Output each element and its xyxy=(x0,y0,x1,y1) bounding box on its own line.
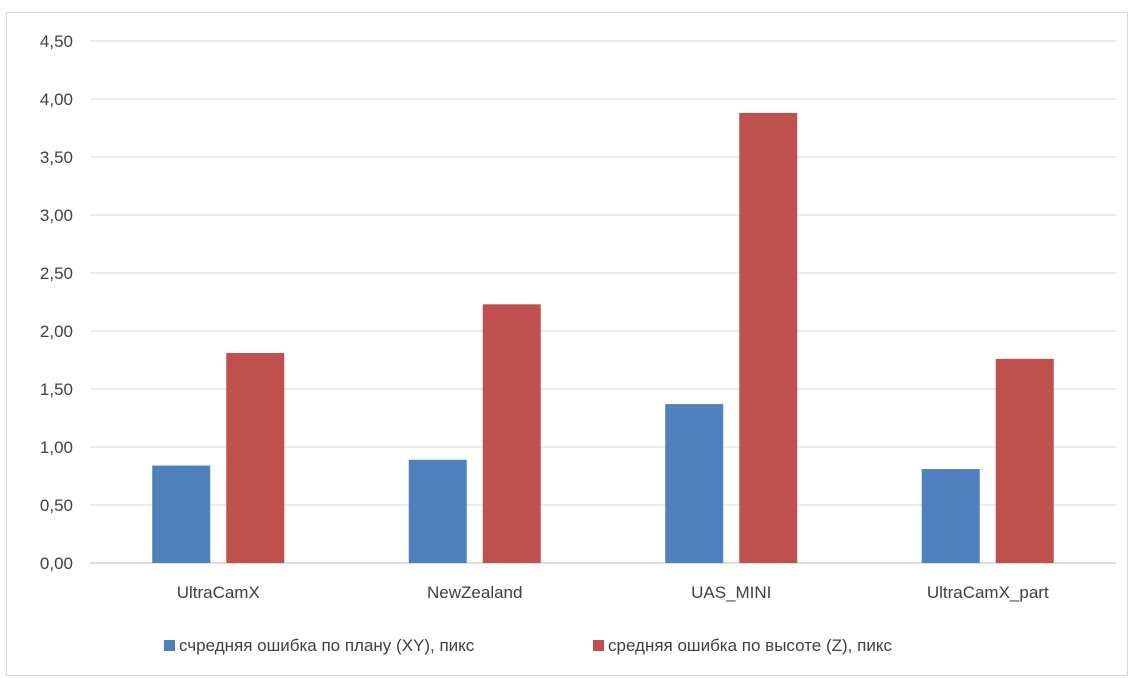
x-tick-label: NewZealand xyxy=(427,583,522,602)
y-tick-label: 3,50 xyxy=(40,148,73,167)
bars xyxy=(152,112,1054,564)
bar-z-ultracamx_part xyxy=(995,358,1054,563)
legend-label: счредняя ошибка по плану (XY), пикс xyxy=(179,636,475,655)
bar-xy-ultracamx_part xyxy=(921,469,980,563)
legend: счредняя ошибка по плану (XY), пикс средн… xyxy=(164,636,892,655)
y-axis-ticks: 0,00 0,50 1,00 1,50 2,00 2,50 3,00 3,50 4,00 4,50 xyxy=(40,32,73,573)
x-axis-ticks: UltraCamX NewZealand UAS_MINI UltraCamX_par… xyxy=(177,583,1049,602)
y-tick-label: 2,50 xyxy=(40,264,73,283)
legend-swatch xyxy=(164,640,175,651)
y-tick-label: 3,00 xyxy=(40,206,73,225)
x-tick-label: UltraCamX xyxy=(177,583,260,602)
y-tick-label: 0,00 xyxy=(40,554,73,573)
y-tick-label: 1,50 xyxy=(40,380,73,399)
y-tick-label: 1,00 xyxy=(40,438,73,457)
legend-item-z: средняя ошибка по высоте (Z), пикс xyxy=(593,636,892,655)
legend-label: средняя ошибка по высоте (Z), пикс xyxy=(608,636,892,655)
bar-xy-ultracamx xyxy=(152,465,211,563)
legend-swatch xyxy=(593,640,604,651)
x-tick-label: UAS_MINI xyxy=(691,583,771,602)
chart-frame xyxy=(6,12,1128,676)
x-tick-label: UltraCamX_part xyxy=(927,583,1049,602)
bar-xy-uas_mini xyxy=(665,404,724,563)
y-tick-label: 4,50 xyxy=(40,32,73,51)
bar-z-uas_mini xyxy=(739,112,798,564)
bar-xy-newzealand xyxy=(408,459,467,563)
bar-z-ultracamx xyxy=(226,353,285,563)
y-tick-label: 2,00 xyxy=(40,322,73,341)
legend-item-xy: счредняя ошибка по плану (XY), пикс xyxy=(164,636,475,655)
y-tick-label: 0,50 xyxy=(40,496,73,515)
bar-z-newzealand xyxy=(482,304,541,563)
y-tick-label: 4,00 xyxy=(40,90,73,109)
